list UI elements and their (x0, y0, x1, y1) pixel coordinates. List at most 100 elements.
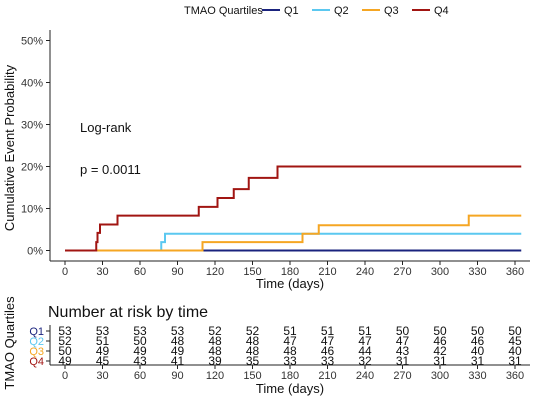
risk-x-tick-label: 30 (96, 370, 108, 382)
risk-count: 45 (508, 334, 522, 348)
risk-count: 51 (321, 324, 335, 338)
risk-count: 50 (471, 324, 485, 338)
risk-count: 35 (246, 354, 260, 368)
logrank-label: Log-rank (80, 120, 132, 135)
y-tick-label: 20% (21, 162, 43, 174)
risk-x-tick-label: 180 (281, 370, 299, 382)
x-tick-label: 240 (356, 266, 374, 278)
risk-count: 48 (283, 344, 297, 358)
y-ticks: 0% 10% 20% 30% 40% 50% (21, 36, 50, 258)
x-tick-label: 90 (171, 266, 183, 278)
risk-count: 52 (208, 324, 222, 338)
y-tick-label: 10% (21, 204, 43, 216)
risk-count: 47 (358, 334, 372, 348)
x-tick-label: 150 (243, 266, 261, 278)
risk-count: 33 (321, 354, 335, 368)
risk-count: 53 (133, 324, 147, 338)
legend: TMAO Quartiles Q1 Q2 Q3 Q4 (184, 5, 449, 17)
risk-table-title: Number at risk by time (48, 304, 208, 321)
x-tick-label: 120 (206, 266, 224, 278)
risk-count: 39 (208, 354, 222, 368)
risk-count: 45 (96, 354, 110, 368)
risk-count: 43 (133, 354, 147, 368)
risk-count: 43 (396, 344, 410, 358)
risk-count: 53 (96, 324, 110, 338)
risk-x-tick-label: 360 (506, 370, 524, 382)
risk-count: 52 (246, 324, 260, 338)
risk-count: 50 (396, 324, 410, 338)
risk-count: 32 (358, 354, 372, 368)
x-tick-label: 270 (393, 266, 411, 278)
y-tick-label: 30% (21, 120, 43, 132)
risk-count: 31 (433, 354, 447, 368)
risk-count: 48 (246, 334, 260, 348)
p-value-label: p = 0.0011 (80, 162, 141, 177)
risk-count: 40 (471, 344, 485, 358)
risk-count: 48 (171, 334, 185, 348)
legend-label-q2: Q2 (334, 5, 349, 17)
curve-q4 (65, 165, 522, 252)
risk-x-tick-label: 240 (356, 370, 374, 382)
y-tick-label: 50% (21, 36, 43, 48)
risk-count: 50 (58, 344, 72, 358)
x-axis-title: Time (days) (256, 276, 324, 291)
risk-count: 51 (283, 324, 297, 338)
risk-count: 46 (321, 344, 335, 358)
y-axis-title: Cumulative Event Probability (2, 64, 17, 231)
risk-x-tick-label: 150 (243, 370, 261, 382)
risk-count: 50 (433, 324, 447, 338)
risk-x-tick-label: 0 (62, 370, 68, 382)
risk-row-label-q3: Q3 (29, 346, 44, 358)
risk-x-tick-label: 270 (393, 370, 411, 382)
risk-count: 48 (208, 344, 222, 358)
x-tick-label: 300 (431, 266, 449, 278)
risk-count: 52 (58, 334, 72, 348)
y-tick-label: 0% (27, 246, 43, 258)
main-plot-axes (49, 30, 530, 262)
risk-count: 48 (208, 334, 222, 348)
risk-count: 48 (246, 344, 260, 358)
risk-x-ticks: 0 30 60 90 120 150 180 210 240 270 300 330 360 (62, 365, 524, 382)
legend-label-q3: Q3 (384, 5, 399, 17)
x-tick-label: 180 (281, 266, 299, 278)
risk-count: 40 (508, 344, 522, 358)
risk-count: 47 (283, 334, 297, 348)
risk-count: 46 (433, 334, 447, 348)
risk-count: 31 (396, 354, 410, 368)
risk-count: 47 (321, 334, 335, 348)
risk-count: 42 (433, 344, 447, 358)
risk-x-tick-label: 330 (468, 370, 486, 382)
y-tick-label: 40% (21, 78, 43, 90)
risk-x-axis-title: Time (days) (256, 381, 324, 396)
risk-count: 49 (58, 354, 72, 368)
risk-row-label-q4: Q4 (29, 356, 44, 368)
risk-x-tick-label: 210 (318, 370, 336, 382)
risk-x-tick-label: 120 (206, 370, 224, 382)
risk-count: 49 (171, 344, 185, 358)
risk-row-label-q1: Q1 (29, 326, 44, 338)
risk-count: 51 (96, 334, 110, 348)
x-tick-label: 30 (96, 266, 108, 278)
risk-count: 51 (358, 324, 372, 338)
km-curves (65, 165, 522, 252)
risk-x-tick-label: 60 (134, 370, 146, 382)
risk-row-label-q2: Q2 (29, 336, 44, 348)
x-tick-label: 360 (506, 266, 524, 278)
risk-count: 47 (396, 334, 410, 348)
curve-q3 (65, 214, 522, 252)
risk-x-tick-label: 90 (171, 370, 183, 382)
risk-count: 44 (358, 344, 372, 358)
legend-label-q4: Q4 (434, 5, 449, 17)
risk-count: 50 (508, 324, 522, 338)
legend-entries: Q1 Q2 Q3 Q4 (262, 5, 449, 17)
legend-label-q1: Q1 (284, 5, 299, 17)
risk-count: 49 (133, 344, 147, 358)
risk-count: 49 (96, 344, 110, 358)
risk-count: 46 (471, 334, 485, 348)
legend-title: TMAO Quartiles (184, 5, 263, 17)
risk-count: 50 (133, 334, 147, 348)
x-tick-label: 0 (62, 266, 68, 278)
risk-count: 31 (471, 354, 485, 368)
